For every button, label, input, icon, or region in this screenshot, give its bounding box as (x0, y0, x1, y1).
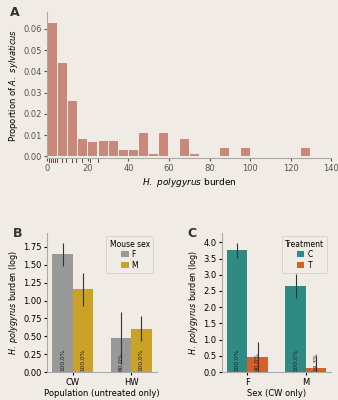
Bar (48, 23, 57, 156)
Bar (220, 148, 229, 156)
Bar (190, 154, 199, 156)
Legend: C, T: C, T (282, 236, 328, 273)
Y-axis label: Proportion of $\it{A.\ sylvaticus}$: Proportion of $\it{A.\ sylvaticus}$ (7, 29, 21, 142)
Text: 100.0%: 100.0% (139, 348, 144, 371)
Bar (306, 368, 326, 372)
Bar (109, 141, 118, 156)
Bar (241, 148, 249, 156)
X-axis label: $\it{H.\ polygyrus}$ burden: $\it{H.\ polygyrus}$ burden (142, 176, 237, 189)
Bar (139, 133, 148, 156)
Text: 40.0%: 40.0% (255, 352, 260, 371)
Bar (301, 148, 310, 156)
Y-axis label: $\it{H.\ polygyrus}$ burden (log): $\it{H.\ polygyrus}$ burden (log) (7, 250, 21, 355)
Text: 14.3%: 14.3% (314, 352, 318, 371)
Bar (180, 139, 189, 156)
Text: 100.0%: 100.0% (80, 348, 86, 371)
Bar (89, 142, 97, 156)
Text: 100.0%: 100.0% (293, 348, 298, 371)
Bar (160, 133, 168, 156)
Bar (247, 358, 268, 372)
Bar (131, 329, 151, 372)
Y-axis label: $\it{H.\ polygyrus}$ burden (log): $\it{H.\ polygyrus}$ burden (log) (188, 250, 200, 355)
Text: 100.0%: 100.0% (60, 348, 65, 371)
Bar (99, 141, 107, 156)
Bar (129, 150, 138, 156)
Text: A: A (10, 6, 20, 19)
X-axis label: Sex (CW only): Sex (CW only) (247, 389, 306, 398)
Text: 60.0%: 60.0% (118, 352, 123, 371)
Bar (111, 338, 131, 372)
Text: C: C (187, 227, 196, 240)
Bar (285, 286, 306, 372)
Bar (227, 250, 247, 372)
Bar (73, 290, 93, 372)
Text: 100.0%: 100.0% (235, 348, 240, 371)
Bar (52, 254, 73, 372)
Bar (78, 139, 87, 156)
Bar (149, 154, 158, 156)
Bar (68, 101, 77, 156)
Legend: F, M: F, M (106, 236, 153, 273)
X-axis label: Population (untreated only): Population (untreated only) (44, 389, 160, 398)
Bar (58, 63, 67, 156)
Text: B: B (13, 227, 22, 240)
Bar (119, 150, 128, 156)
